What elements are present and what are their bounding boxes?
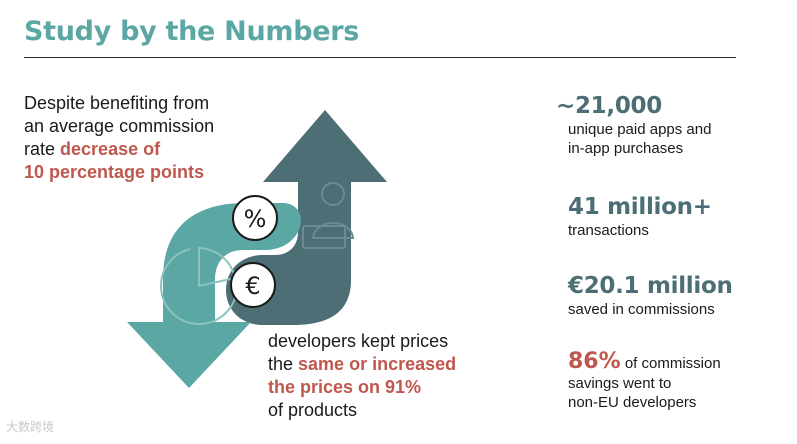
- callout-text: rate: [24, 139, 61, 159]
- stat-value: ~21,000: [556, 93, 662, 119]
- person-head-icon: [321, 182, 345, 206]
- stat-desc: non-EU developers: [568, 394, 697, 411]
- stat-desc: in-app purchases: [568, 140, 684, 157]
- down-arrow-shape: [127, 203, 301, 388]
- page-title: Study by the Numbers: [24, 16, 360, 47]
- euro-icon: €: [245, 272, 260, 300]
- stat-transactions: 41 million+ transactions: [556, 193, 786, 240]
- callout-text: the: [268, 354, 299, 374]
- stat-value: €20.1 million: [568, 273, 733, 299]
- stat-desc: of commission: [620, 355, 721, 372]
- callout-line: an average commission: [24, 116, 215, 136]
- laptop-icon: [302, 225, 346, 249]
- stat-non-eu: 86% of commission savings went to non-EU…: [556, 349, 786, 412]
- stat-desc: unique paid apps and: [568, 121, 712, 138]
- callout-line: of products: [268, 400, 358, 420]
- callout-line: Despite benefiting from: [24, 93, 210, 113]
- pricing-callout: developers kept prices the same or incre…: [268, 330, 528, 422]
- watermark: 大数跨境: [6, 420, 55, 434]
- commission-callout: Despite benefiting from an average commi…: [24, 92, 264, 184]
- callout-highlight: decrease of: [60, 139, 161, 159]
- arrows-illustration: % €: [127, 110, 387, 388]
- stat-commissions: €20.1 million saved in commissions: [556, 272, 786, 319]
- person-body-icon: [311, 222, 355, 239]
- title-divider: [24, 57, 736, 58]
- stat-apps: ~21,000 unique paid apps and in-app purc…: [556, 92, 786, 158]
- callout-line: rate decrease of: [24, 138, 264, 161]
- percent-icon: %: [244, 205, 267, 233]
- stat-desc: saved in commissions: [568, 301, 715, 318]
- euro-icon-circle: [230, 262, 276, 308]
- callout-highlight: the prices on 91%: [268, 377, 422, 397]
- stat-value-line: 86% of commission: [556, 349, 786, 374]
- callout-highlight: same or increased: [298, 354, 457, 374]
- stat-value: 86%: [568, 349, 621, 374]
- stat-desc: savings went to: [568, 375, 672, 392]
- callout-highlight: 10 percentage points: [24, 162, 205, 182]
- percent-icon-circle: [232, 195, 278, 241]
- stat-value: 41 million+: [568, 194, 712, 220]
- stat-desc: transactions: [568, 222, 649, 239]
- callout-line: the same or increased: [268, 353, 528, 376]
- callout-line: developers kept prices: [268, 331, 449, 351]
